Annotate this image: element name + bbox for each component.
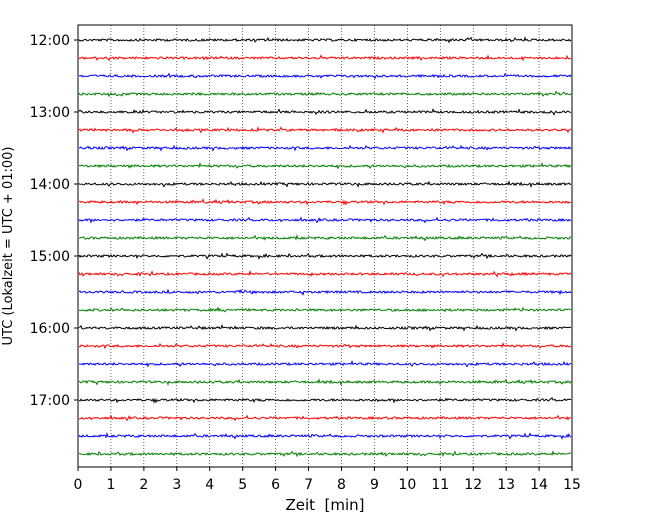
trace-line xyxy=(78,144,572,152)
plot-frame xyxy=(77,24,573,468)
trace-line xyxy=(78,449,572,458)
y-axis-label: UTC (Lokalzeit = UTC + 01:00) xyxy=(1,147,16,346)
trace-line xyxy=(78,233,572,242)
y-tick-label: 15:00 xyxy=(30,249,70,265)
x-tick-label: 2 xyxy=(139,477,148,493)
trace-line xyxy=(78,161,572,170)
trace-line xyxy=(78,396,572,404)
y-axis-ticks: 12:00 13:00 14:00 15:00 16:00 17:00 xyxy=(30,33,78,409)
trace-line xyxy=(78,126,572,134)
x-tick-label: 11 xyxy=(431,477,449,493)
trace-line xyxy=(78,108,572,116)
trace-line xyxy=(78,198,572,206)
x-tick-label: 15 xyxy=(563,477,581,493)
trace-line xyxy=(78,431,572,440)
y-tick-label: 16:00 xyxy=(30,321,70,337)
trace-line xyxy=(78,414,572,422)
x-tick-label: 1 xyxy=(106,477,115,493)
trace-group xyxy=(78,36,572,458)
y-tick-label: 17:00 xyxy=(30,393,70,409)
x-tick-label: 10 xyxy=(398,477,416,493)
x-tick-label: 7 xyxy=(304,477,313,493)
trace-line xyxy=(78,288,572,296)
trace-line xyxy=(78,359,572,368)
y-tick-label: 13:00 xyxy=(30,105,70,121)
trace-line xyxy=(78,252,572,260)
x-tick-label: 13 xyxy=(497,477,515,493)
x-tick-label: 8 xyxy=(337,477,346,493)
trace-line xyxy=(78,269,572,278)
x-tick-label: 12 xyxy=(464,477,482,493)
trace-line xyxy=(78,72,572,80)
x-tick-label: 14 xyxy=(530,477,548,493)
y-tick-label: 12:00 xyxy=(30,33,70,49)
trace-line xyxy=(78,306,572,313)
x-tick-label: 0 xyxy=(74,477,83,493)
trace-line xyxy=(78,378,572,387)
trace-line xyxy=(78,90,572,98)
trace-line xyxy=(78,54,572,62)
x-tick-label: 3 xyxy=(172,477,181,493)
x-axis-ticks: 0 1 2 3 4 5 6 7 8 9 10 11 12 13 14 15 xyxy=(74,467,581,493)
plot-background xyxy=(78,25,572,467)
trace-line xyxy=(78,341,572,350)
x-tick-label: 9 xyxy=(370,477,379,493)
x-tick-label: 4 xyxy=(205,477,214,493)
x-axis-label: Zeit [min] xyxy=(285,496,364,514)
trace-line xyxy=(78,324,572,332)
y-tick-label: 14:00 xyxy=(30,177,70,193)
trace-line xyxy=(78,36,572,44)
x-tick-label: 6 xyxy=(271,477,280,493)
trace-line xyxy=(78,180,572,189)
x-tick-label: 5 xyxy=(238,477,247,493)
trace-line xyxy=(78,216,572,224)
